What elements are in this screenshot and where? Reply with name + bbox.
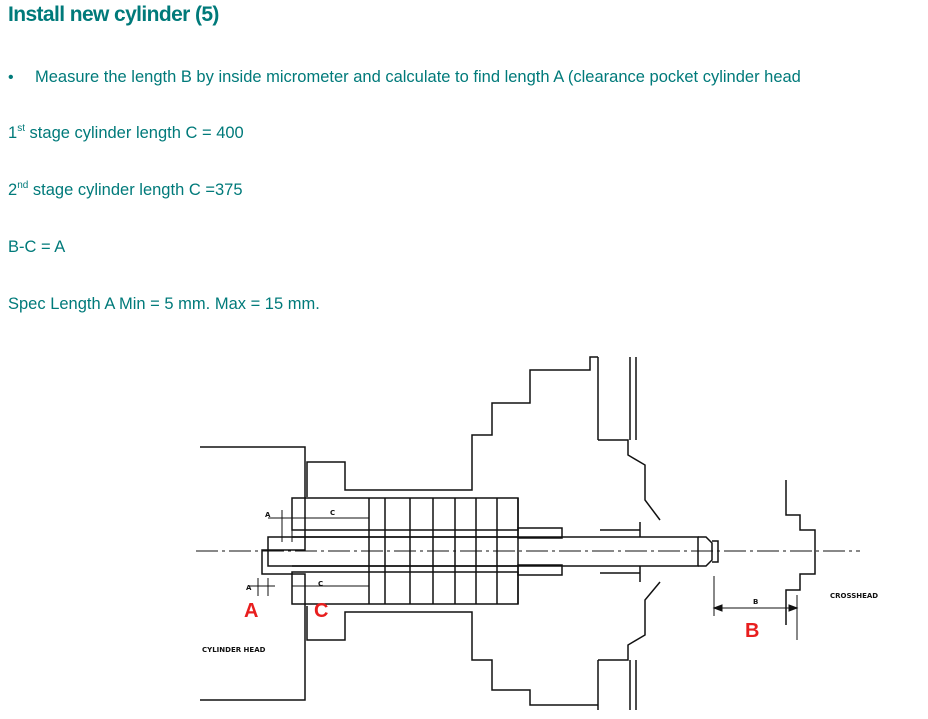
- label-b-small: B: [753, 598, 758, 606]
- stage1-text: stage cylinder length C = 400: [24, 124, 244, 142]
- label-c-small-lower: C: [318, 580, 323, 588]
- spec-line: Spec Length A Min = 5 mm. Max = 15 mm.: [8, 295, 320, 313]
- stage2-suffix: nd: [17, 180, 29, 191]
- formula-line: B-C = A: [8, 238, 66, 256]
- cylinder-head-outline: [200, 446, 306, 701]
- label-c-small-upper: C: [330, 509, 335, 517]
- label-crosshead: CROSSHEAD: [830, 592, 878, 600]
- instruction-bullet: • Measure the length B by inside micromet…: [8, 68, 801, 87]
- label-a: A: [244, 600, 258, 622]
- label-cylinder-head: CYLINDER HEAD: [202, 646, 266, 654]
- crosshead-outline: [785, 480, 816, 625]
- label-a-small-lower: A: [246, 584, 252, 592]
- label-c: C: [314, 600, 328, 622]
- stage1-number: 1: [8, 124, 18, 142]
- stage1-suffix: st: [17, 123, 25, 134]
- stage1-line: 1st stage cylinder length C = 400: [8, 124, 244, 143]
- label-a-small-upper: A: [265, 511, 271, 519]
- stage2-text: stage cylinder length C =375: [28, 181, 243, 199]
- page-title: Install new cylinder (5): [8, 3, 219, 26]
- cylinder-diagram: A C A C B A C B CYLINDER HEAD CROSSHEAD: [196, 356, 878, 710]
- frame-lower: [306, 581, 661, 710]
- piston-rod: [267, 522, 719, 582]
- stage2-line: 2nd stage cylinder length C =375: [8, 181, 243, 200]
- label-b: B: [745, 620, 759, 642]
- stage2-number: 2: [8, 181, 18, 199]
- dimension-b: [712, 576, 799, 640]
- bullet-symbol: •: [8, 69, 14, 86]
- dimension-c: [292, 515, 370, 590]
- instruction-text: Measure the length B by inside micromete…: [35, 68, 801, 86]
- frame-upper: [306, 356, 661, 521]
